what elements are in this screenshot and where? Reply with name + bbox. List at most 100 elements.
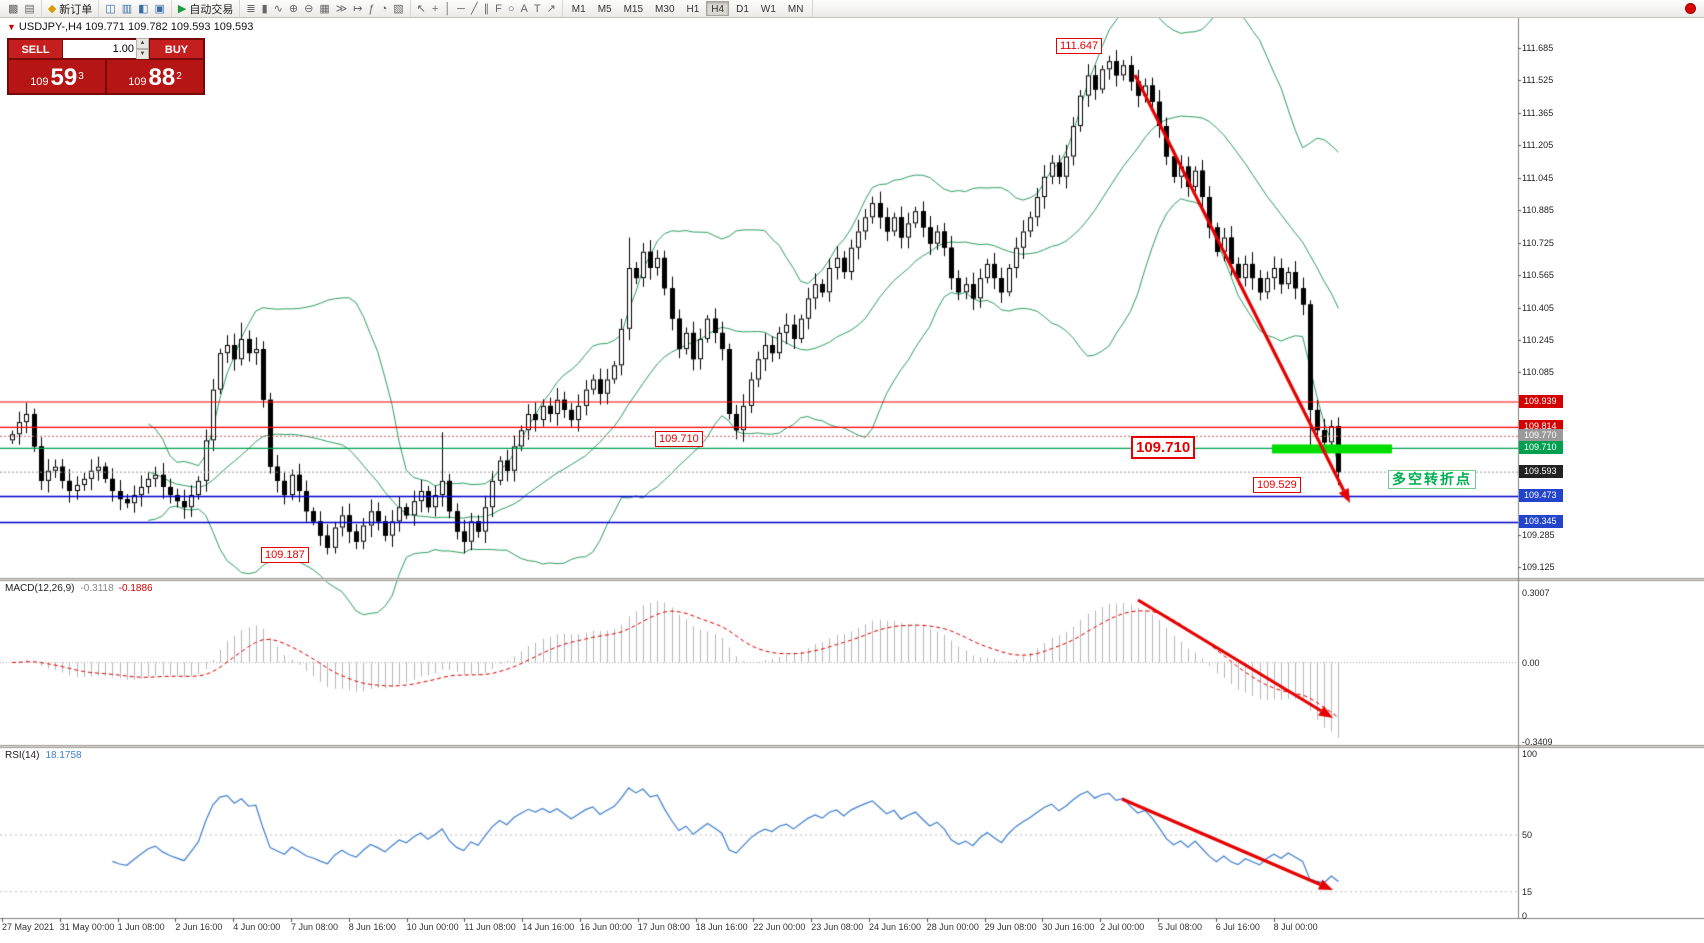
time-scale-label: 24 Jun 16:00 <box>869 922 922 932</box>
autotrade-icon[interactable]: ▶ 自动交易 <box>177 2 234 16</box>
time-scale-label: 8 Jun 16:00 <box>348 922 396 932</box>
templates-icon[interactable]: ▧ <box>393 2 404 15</box>
bar-chart-icon[interactable]: ≣ <box>246 2 256 15</box>
notification-icon[interactable] <box>1685 3 1696 14</box>
timeframe-m5-button[interactable]: M5 <box>597 4 612 15</box>
volume-increase-button[interactable]: ▲ <box>136 38 149 49</box>
zoom-out-icon[interactable]: ⊖ <box>304 2 314 15</box>
timeframe-mn-button[interactable]: MN <box>787 4 804 15</box>
volume-input[interactable] <box>63 43 136 55</box>
price-tag: 109.345 <box>1519 515 1563 529</box>
time-scale-label: 4 Jun 00:00 <box>233 922 281 932</box>
horizontal-line-icon[interactable]: ─ <box>457 2 465 15</box>
data-window-icon[interactable]: ▥ <box>121 2 133 15</box>
time-scale-label: 28 Jun 00:00 <box>926 922 979 932</box>
macd-scale-label: 0.00 <box>1522 657 1540 668</box>
time-scale-label: 2 Jun 16:00 <box>175 922 223 932</box>
volume-field[interactable]: ▲ ▼ <box>63 38 149 60</box>
text-icon[interactable]: A <box>520 2 528 15</box>
channel-icon[interactable]: ∥ <box>483 2 490 15</box>
crosshair-icon[interactable]: + <box>431 2 439 15</box>
sell-price-small: 109 <box>30 76 49 88</box>
time-scale-label: 23 Jun 08:00 <box>811 922 864 932</box>
new-chart-icon[interactable]: ▩ <box>8 2 19 15</box>
macd-scale-label: 0.3007 <box>1522 587 1550 598</box>
rsi-indicator-label: RSI(14) 18.1758 <box>5 750 82 761</box>
annotation-level-109710-left[interactable]: 109.710 <box>655 431 703 447</box>
tile-windows-icon[interactable]: ▦ <box>319 2 330 15</box>
chart-symbol-header: ▼ USDJPY-,H4 109.771 109.782 109.593 109.… <box>7 21 253 33</box>
price-scale-label: 111.365 <box>1522 107 1554 118</box>
periods-icon[interactable]: ◔ <box>380 2 388 15</box>
time-scale-label: 1 Jun 08:00 <box>117 922 165 932</box>
time-scale-label: 10 Jun 00:00 <box>406 922 459 932</box>
timeframe-d1-button[interactable]: D1 <box>736 4 749 15</box>
price-scale-label: 110.085 <box>1522 367 1554 378</box>
rsi-name: RSI(14) <box>5 750 40 761</box>
one-click-trading-panel: SELL ▲ ▼ BUY 109 59 3 109 88 2 <box>7 38 205 95</box>
trendline-icon[interactable]: ╱ <box>470 2 478 15</box>
navigator-icon[interactable]: ◧ <box>138 2 149 15</box>
time-scale-label: 6 Jul 16:00 <box>1215 922 1260 932</box>
timeframe-h1-button[interactable]: H1 <box>686 4 700 15</box>
price-scale-label: 111.045 <box>1522 172 1554 183</box>
timeframe-m30-button[interactable]: M30 <box>655 4 675 15</box>
rsi-scale-label: 15 <box>1522 886 1533 897</box>
annotation-low-109187[interactable]: 109.187 <box>261 547 309 563</box>
macd-name: MACD(12,26,9) <box>5 583 75 594</box>
annotation-high-111647[interactable]: 111.647 <box>1056 38 1103 54</box>
symbol-marker-icon: ▼ <box>7 22 16 32</box>
candlestick-chart-icon[interactable]: ▮ <box>261 2 268 15</box>
new-order-icon[interactable]: ◆ 新订单 <box>47 2 93 16</box>
rsi-value: 18.1758 <box>45 750 82 761</box>
zoom-in-icon[interactable]: ⊕ <box>288 2 299 15</box>
timeframe-m1-button[interactable]: M1 <box>571 4 586 15</box>
time-scale-label: 27 May 2021 <box>2 922 55 932</box>
buy-price-display[interactable]: 109 88 2 <box>106 59 204 94</box>
market-watch-icon[interactable]: ◫ <box>105 2 116 15</box>
timeframe-m15-button[interactable]: M15 <box>623 4 644 15</box>
terminal-icon[interactable]: ▣ <box>154 2 165 15</box>
vertical-line-icon[interactable]: │ <box>444 2 452 15</box>
time-scale-label: 14 Jun 16:00 <box>522 922 575 932</box>
price-scale-label: 111.525 <box>1522 75 1554 86</box>
chart-shift-icon[interactable]: ↦ <box>353 2 363 15</box>
annotation-level-109710-big[interactable]: 109.710 <box>1131 436 1196 459</box>
sell-price-sup: 3 <box>78 71 84 82</box>
shapes-icon[interactable]: ○ <box>507 2 515 15</box>
price-scale-label: 110.565 <box>1522 270 1554 281</box>
price-scale-label: 110.405 <box>1522 302 1554 313</box>
annotation-low-109529[interactable]: 109.529 <box>1253 477 1301 493</box>
buy-button[interactable]: BUY <box>149 39 204 59</box>
cursor-icon[interactable]: ↖ <box>416 2 426 15</box>
chart-profiles-icon[interactable]: ▤ <box>24 2 35 15</box>
chart-tools-group: ≣ ▮ ∿ ⊕ ⊖ ▦ ≫ ↦ ƒ ◔ ▧ <box>240 0 411 17</box>
time-scale-label: 7 Jun 08:00 <box>291 922 339 932</box>
sell-button[interactable]: SELL <box>8 39 63 59</box>
autotrade-group: ▶ 自动交易 <box>172 0 241 17</box>
annotation-turning-point[interactable]: 多空转折点 <box>1388 470 1476 489</box>
line-chart-icon[interactable]: ∿ <box>273 2 283 15</box>
sell-price-display[interactable]: 109 59 3 <box>8 59 106 94</box>
price-scale-label: 110.725 <box>1522 237 1554 248</box>
rsi-scale-label: 50 <box>1522 830 1533 840</box>
time-scale-label: 2 Jul 00:00 <box>1100 922 1145 932</box>
symbol-ohlc-text: USDJPY-,H4 109.771 109.782 109.593 109.5… <box>18 21 254 33</box>
price-scale-label: 109.285 <box>1522 529 1555 540</box>
timeframe-w1-button[interactable]: W1 <box>760 4 776 15</box>
arrow-tools-icon[interactable]: ↗ <box>546 2 556 15</box>
label-icon[interactable]: T <box>533 2 541 15</box>
time-scale-label: 16 Jun 00:00 <box>580 922 633 932</box>
indicators-icon[interactable]: ƒ <box>368 2 375 15</box>
timeframe-h4-button[interactable]: H4 <box>706 1 730 16</box>
price-scale-label: 109.125 <box>1522 562 1555 573</box>
time-scale-label: 18 Jun 16:00 <box>695 922 748 932</box>
fibonacci-icon[interactable]: F <box>495 2 502 15</box>
time-scale-label: 5 Jul 08:00 <box>1158 922 1203 932</box>
time-scale-label: 17 Jun 08:00 <box>637 922 690 932</box>
price-tag: 109.710 <box>1519 441 1563 455</box>
autotrade-icon-label: 自动交易 <box>189 3 234 16</box>
auto-scroll-icon[interactable]: ≫ <box>335 2 348 15</box>
toolbar: ▩ ▤ ◆ 新订单 ◫ ▥ ◧ ▣ ▶ 自动交易 ≣ ▮ ∿ ⊕ ⊖ ▦ ≫ ↦ ƒ ◔ ▧ ↖ + │ ─ ╱ ∥ F ○ A T ↗ M1 M… <box>0 0 1704 18</box>
